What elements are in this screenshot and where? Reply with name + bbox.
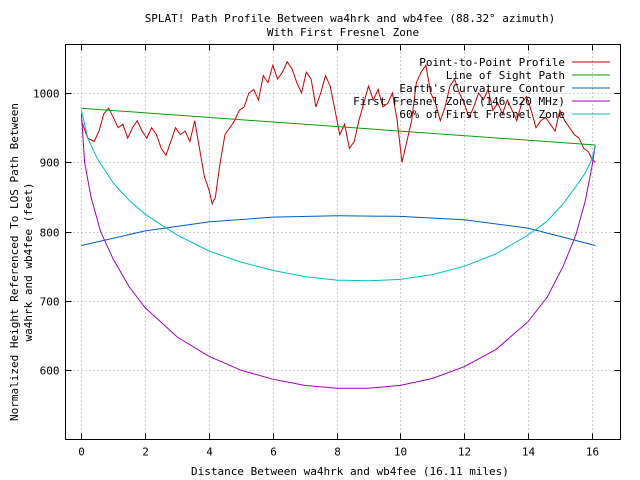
x-tick-label: 6 bbox=[270, 446, 277, 459]
legend-label: Point-to-Point Profile bbox=[419, 56, 565, 69]
legend-label: 60% of First Fresnel Zone bbox=[399, 108, 565, 121]
chart-title: SPLAT! Path Profile Between wa4hrk and w… bbox=[145, 12, 556, 25]
series-line-point-to-point-profile bbox=[80, 60, 596, 206]
x-tick-label: 14 bbox=[522, 446, 536, 459]
y-tick-label: 1000 bbox=[33, 88, 60, 101]
grid-lines bbox=[65, 44, 621, 440]
y-axis-label-line-2: wa4hrk and wb4fee (feet) bbox=[22, 183, 35, 342]
y-tick-label: 600 bbox=[40, 365, 60, 378]
x-tick-label: 16 bbox=[586, 446, 599, 459]
series-line-60-of-first-fresnel-zone bbox=[80, 110, 596, 282]
x-tick-label: 10 bbox=[394, 446, 407, 459]
plot-frame bbox=[65, 44, 621, 440]
legend-label: First Fresnel Zone (146.520 MHz) bbox=[353, 95, 565, 108]
x-axis-label: Distance Between wa4hrk and wb4fee (16.1… bbox=[191, 465, 509, 478]
series-line-earth-s-curvature-contour bbox=[81, 215, 596, 246]
legend-label: Earth's Curvature Contour bbox=[399, 82, 565, 95]
x-tick-label: 4 bbox=[206, 446, 213, 459]
series-line-first-fresnel-zone-146-520-mhz bbox=[80, 113, 596, 389]
y-tick-label: 700 bbox=[40, 296, 60, 309]
x-tick-label: 2 bbox=[142, 446, 149, 459]
x-tick-label: 12 bbox=[458, 446, 471, 459]
series-line-line-of-sight-path bbox=[81, 107, 596, 146]
y-tick-label: 900 bbox=[40, 157, 60, 170]
y-tick-label: 800 bbox=[40, 227, 60, 240]
series-lines bbox=[80, 60, 596, 389]
x-tick-label: 0 bbox=[78, 446, 85, 459]
x-tick-label: 8 bbox=[334, 446, 341, 459]
y-axis-label-line-1: Normalized Height Referenced To LOS Path… bbox=[8, 103, 21, 421]
legend-label: Line of Sight Path bbox=[446, 69, 565, 82]
chart-subtitle: With First Fresnel Zone bbox=[267, 26, 419, 39]
axis-ticks: 0 2 4 6 8 10 12 14 16 600 700 800 900 1000 bbox=[33, 44, 621, 459]
